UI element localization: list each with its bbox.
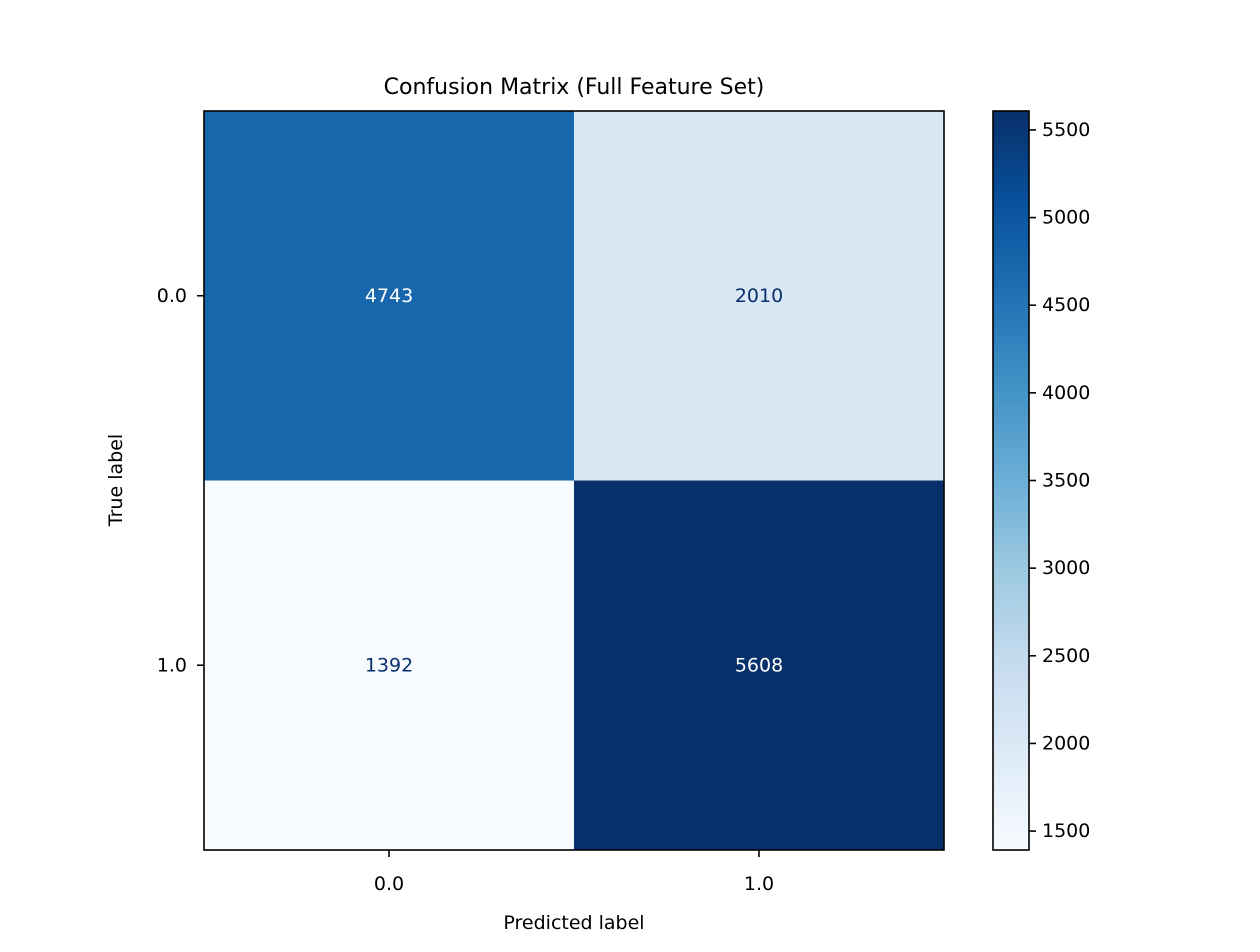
cell-value-label: 2010: [735, 285, 783, 307]
cell-value-label: 1392: [365, 654, 413, 676]
colorbar-tick-label: 2500: [1042, 645, 1090, 667]
cell-value-label: 4743: [365, 285, 413, 307]
colorbar-tick-label: 4000: [1042, 382, 1090, 404]
x-tick-label: 1.0: [744, 873, 774, 895]
cell-value-label: 5608: [735, 654, 783, 676]
heatmap-cell: [574, 480, 945, 851]
heatmap-cell-labels: 4743 2010 1392 5608: [365, 285, 783, 677]
heatmap-cell: [204, 480, 575, 851]
chart-title: Confusion Matrix (Full Feature Set): [384, 75, 765, 100]
colorbar-tick-label: 3500: [1042, 470, 1090, 492]
x-axis-label: Predicted label: [503, 912, 644, 934]
colorbar-tick-label: 1500: [1042, 820, 1090, 842]
colorbar-tick-label: 5500: [1042, 119, 1090, 141]
colorbar-tick-label: 4500: [1042, 294, 1090, 316]
heatmap-cell: [204, 111, 575, 481]
colorbar-tick-label: 2000: [1042, 732, 1090, 754]
y-tick-label: 1.0: [157, 654, 187, 676]
x-tick-label: 0.0: [374, 873, 404, 895]
y-tick-label: 0.0: [157, 285, 187, 307]
x-axis-ticks: 0.0 1.0: [374, 850, 774, 895]
plot-frame: [203, 110, 945, 851]
colorbar-tick-label: 3000: [1042, 557, 1090, 579]
colorbar-tick-label: 5000: [1042, 207, 1090, 229]
y-axis-ticks: 0.0 1.0: [157, 285, 204, 676]
heatmap-cell: [574, 111, 945, 481]
colorbar-ticks: 1500 2000 2500 3000 3500 4000 4500 5000 5500: [1029, 119, 1090, 842]
heatmap-cells: [204, 111, 945, 851]
colorbar: [992, 110, 1030, 851]
y-axis-label: True label: [105, 434, 127, 527]
